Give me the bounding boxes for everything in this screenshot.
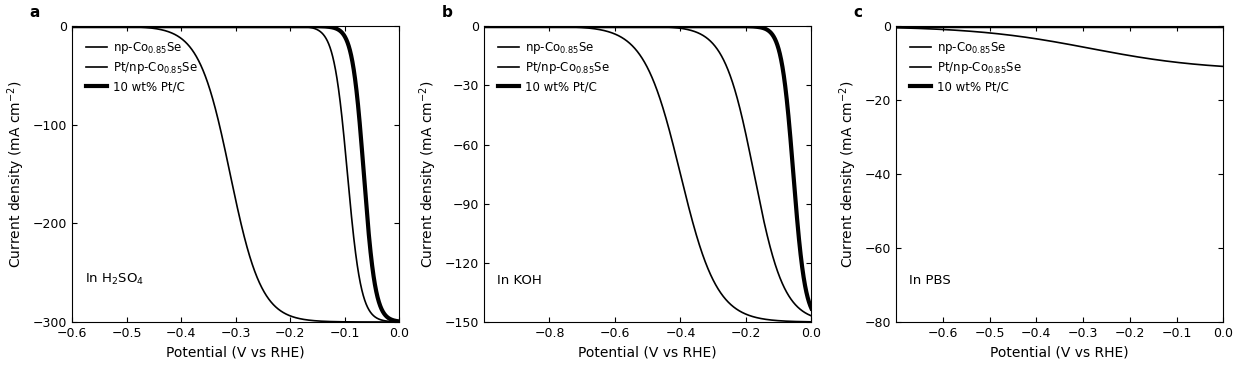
Text: In KOH: In KOH bbox=[497, 273, 541, 287]
Legend: np-Co$_{0.85}$Se, Pt/np-Co$_{0.85}$Se, 10 wt% Pt/C: np-Co$_{0.85}$Se, Pt/np-Co$_{0.85}$Se, 1… bbox=[81, 35, 202, 98]
Text: In H$_2$SO$_4$: In H$_2$SO$_4$ bbox=[85, 272, 144, 287]
X-axis label: Potential (V vs RHE): Potential (V vs RHE) bbox=[579, 345, 717, 360]
Legend: np-Co$_{0.85}$Se, Pt/np-Co$_{0.85}$Se, 10 wt% Pt/C: np-Co$_{0.85}$Se, Pt/np-Co$_{0.85}$Se, 1… bbox=[906, 35, 1027, 98]
Legend: np-Co$_{0.85}$Se, Pt/np-Co$_{0.85}$Se, 10 wt% Pt/C: np-Co$_{0.85}$Se, Pt/np-Co$_{0.85}$Se, 1… bbox=[493, 35, 615, 98]
Text: c: c bbox=[854, 5, 862, 20]
X-axis label: Potential (V vs RHE): Potential (V vs RHE) bbox=[990, 345, 1129, 360]
X-axis label: Potential (V vs RHE): Potential (V vs RHE) bbox=[166, 345, 305, 360]
Y-axis label: Current density (mA cm$^{-2}$): Current density (mA cm$^{-2}$) bbox=[838, 80, 859, 268]
Text: b: b bbox=[441, 5, 452, 20]
Text: In PBS: In PBS bbox=[909, 273, 952, 287]
Text: a: a bbox=[30, 5, 40, 20]
Y-axis label: Current density (mA cm$^{-2}$): Current density (mA cm$^{-2}$) bbox=[418, 80, 440, 268]
Y-axis label: Current density (mA cm$^{-2}$): Current density (mA cm$^{-2}$) bbox=[5, 80, 27, 268]
